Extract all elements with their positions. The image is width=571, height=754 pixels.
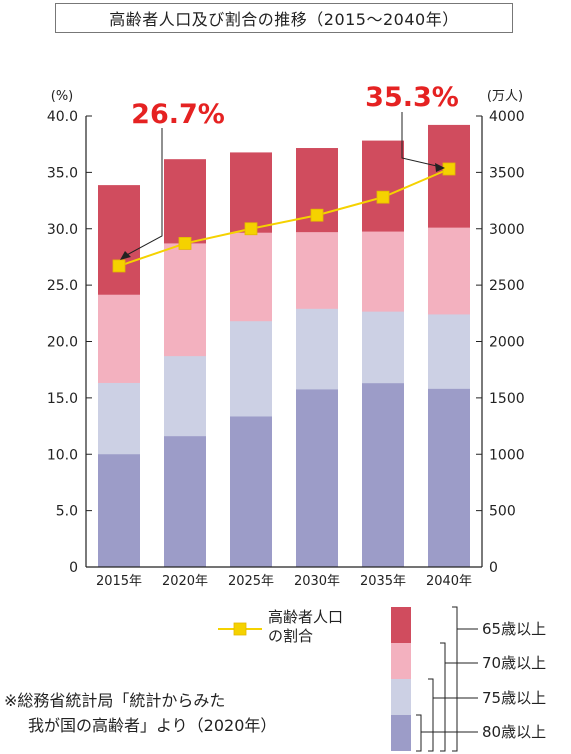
- source-note-line2: 我が国の高齢者」より（2020年）: [28, 716, 277, 735]
- right-tick-label: 3500: [489, 165, 525, 181]
- source-note-line1: ※総務省統計局「統計からみた: [4, 691, 226, 710]
- category-label: 2035年: [360, 574, 406, 589]
- legend-bracket-2: [428, 678, 434, 752]
- ratio-point-4: [376, 190, 390, 204]
- ratio-point-3: [310, 208, 324, 222]
- chart-title: 高齢者人口及び割合の推移（2015～2040年）: [55, 3, 513, 33]
- legend-bracket-3: [416, 714, 422, 752]
- ratio-point-2: [244, 222, 258, 236]
- left-tick-label: 40.0: [47, 109, 78, 125]
- bar-80歳以上-4: [362, 383, 404, 567]
- bar-80歳以上-5: [428, 388, 470, 567]
- source-note: ※総務省統計局「統計からみた 我が国の高齢者」より（2020年）: [4, 688, 276, 738]
- legend-bracket-0: [452, 606, 458, 752]
- left-tick-label: 20.0: [47, 335, 78, 351]
- legend-bracket-1: [440, 642, 446, 752]
- right-tick-label: 500: [489, 504, 516, 520]
- legend-block-80歳以上: [391, 715, 411, 751]
- ratio-point-1: [178, 237, 192, 250]
- callout-first-leader: [124, 128, 163, 257]
- ratio-line: [118, 168, 450, 267]
- category-label: 2020年: [162, 574, 208, 589]
- legend-age-label: 75歳以上: [482, 689, 546, 707]
- right-tick-label: 3000: [489, 222, 525, 238]
- category-label: 2015年: [96, 574, 142, 589]
- bar-80歳以上-1: [164, 436, 206, 567]
- callout-first-arrowhead: [120, 250, 131, 260]
- legend-block-65歳以上: [391, 607, 411, 643]
- category-label: 2030年: [294, 574, 340, 589]
- legend-line-label-2: の割合: [268, 627, 313, 645]
- left-tick-label: 0: [69, 560, 78, 576]
- left-tick-label: 30.0: [47, 222, 78, 238]
- left-tick-label: 10.0: [47, 447, 78, 463]
- ratio-point-0: [112, 259, 126, 273]
- right-axis-unit: (万人): [487, 89, 523, 104]
- bar-80歳以上-2: [230, 416, 272, 567]
- right-tick-label: 0: [489, 560, 498, 576]
- callout-last-arrowhead: [435, 162, 445, 172]
- category-label: 2040年: [426, 574, 472, 589]
- legend-block-70歳以上: [391, 643, 411, 679]
- legend-age-label: 70歳以上: [482, 654, 546, 672]
- right-tick-label: 2500: [489, 278, 525, 294]
- bar-80歳以上-0: [98, 454, 140, 567]
- right-tick-label: 4000: [489, 109, 525, 125]
- legend-line-label-1: 高齢者人口: [268, 608, 343, 626]
- category-label: 2025年: [228, 574, 274, 589]
- left-tick-label: 5.0: [56, 504, 78, 520]
- right-tick-label: 2000: [489, 335, 525, 351]
- callout-last: 35.3%: [365, 82, 459, 113]
- right-tick-label: 1000: [489, 447, 525, 463]
- legend-age-label: 80歳以上: [482, 723, 546, 741]
- right-tick-label: 1500: [489, 391, 525, 407]
- callout-last-leader: [401, 112, 442, 168]
- ratio-point-5: [442, 162, 456, 176]
- left-tick-label: 15.0: [47, 391, 78, 407]
- legend-marker: [233, 622, 247, 636]
- legend-block-75歳以上: [391, 679, 411, 715]
- left-tick-label: 35.0: [47, 165, 78, 181]
- left-tick-label: 25.0: [47, 278, 78, 294]
- bar-80歳以上-3: [296, 389, 338, 567]
- callout-first: 26.7%: [131, 99, 225, 130]
- left-axis-unit: (%): [51, 89, 74, 104]
- legend-age-label: 65歳以上: [482, 620, 546, 638]
